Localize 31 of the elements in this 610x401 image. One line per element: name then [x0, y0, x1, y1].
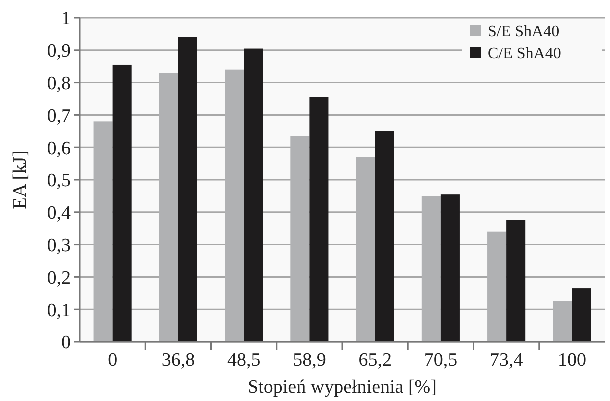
y-tick-label: 0,5	[47, 170, 71, 192]
bar	[310, 97, 329, 342]
y-tick-label: 0,9	[47, 41, 71, 62]
x-tick-label: 100	[558, 350, 586, 371]
bar	[178, 37, 198, 342]
y-tick-label: 0,4	[47, 203, 72, 224]
bar	[375, 131, 394, 342]
bar	[506, 220, 526, 342]
bar	[112, 64, 132, 342]
x-tick-label: 0	[108, 350, 118, 371]
x-axis-title: Stopień wypełnienia [%]	[248, 377, 437, 398]
bar	[440, 194, 460, 342]
y-tick-label: 0,7	[47, 106, 71, 127]
y-tick-label: 0,8	[47, 73, 71, 94]
x-tick-label: 48,5	[227, 350, 261, 371]
x-tick-label: 58,9	[293, 350, 326, 371]
x-tick-label: 65,2	[358, 350, 392, 371]
x-tick-label: 36,8	[162, 350, 196, 371]
legend-label: S/E ShA40	[488, 24, 560, 41]
y-tick-label: 0,1	[47, 300, 71, 322]
y-tick-label: 0,6	[47, 138, 71, 160]
y-tick-label: 0,3	[47, 235, 71, 256]
y-tick-label: 1	[62, 8, 71, 30]
bar	[244, 48, 264, 342]
y-tick-label: 0,2	[47, 268, 71, 289]
bar	[572, 288, 592, 342]
y-tick-label: 0	[62, 332, 71, 354]
legend-label: C/E ShA40	[488, 46, 562, 63]
y-axis-title: EA [kJ]	[10, 150, 31, 210]
x-tick-label: 73,4	[490, 350, 524, 371]
x-tick-label: 70,5	[424, 350, 458, 371]
